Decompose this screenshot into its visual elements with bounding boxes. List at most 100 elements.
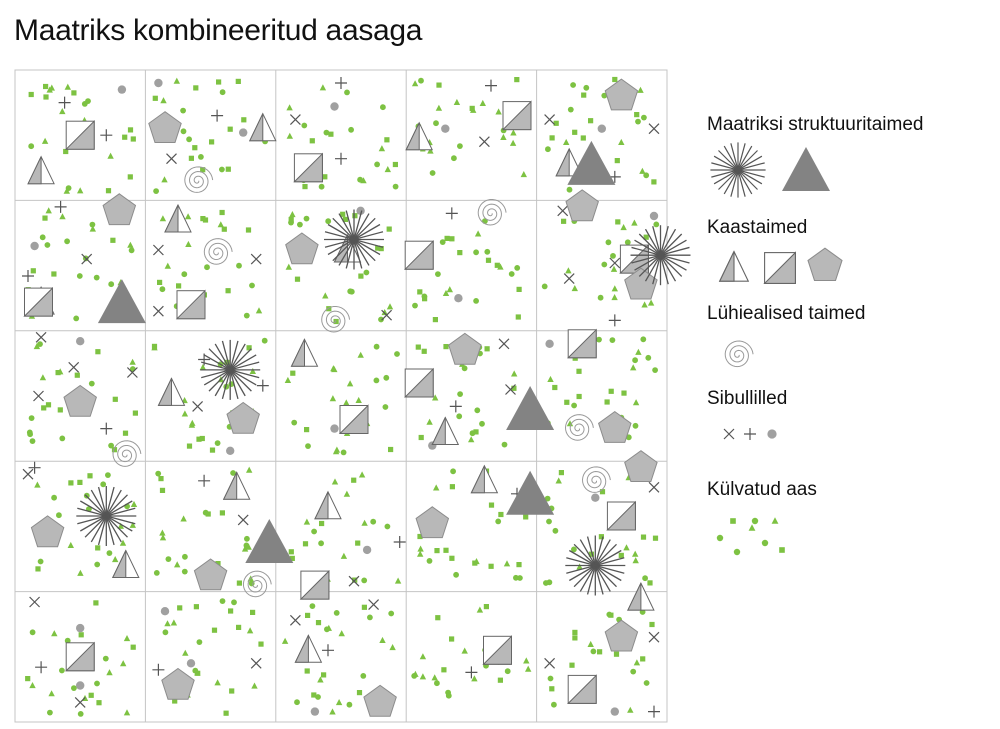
meadow-seed-dot xyxy=(642,575,648,582)
structure-starburst-icon xyxy=(629,224,692,286)
meadow-seed-dot xyxy=(301,122,308,129)
matrix-grid xyxy=(15,70,667,722)
bulb-dot-icon xyxy=(239,128,248,137)
meadow-seed-dot xyxy=(318,183,325,190)
meadow-seed-dot xyxy=(479,420,485,427)
meadow-seed-triangle xyxy=(286,104,293,111)
meadow-seed-triangle xyxy=(343,490,351,497)
meadow-seed-triangle xyxy=(41,137,49,144)
meadow-seed-square xyxy=(516,562,522,568)
meadow-seed-square xyxy=(130,644,136,650)
meadow-seed-dot xyxy=(382,404,389,410)
meadow-seed-square xyxy=(615,219,621,225)
meadow-seed-dot xyxy=(155,470,162,477)
bulb-cross-icon xyxy=(543,657,556,669)
meadow-seed-triangle xyxy=(343,399,350,406)
meadow-seed-dot xyxy=(426,558,433,564)
meadow-seed-dot xyxy=(456,413,463,420)
meadow-seed-dot xyxy=(323,129,330,136)
meadow-seed-dot xyxy=(360,673,367,679)
meadow-seed-triangle xyxy=(63,187,70,194)
meadow-seed-square xyxy=(74,372,80,378)
bulb-plus-icon xyxy=(445,206,459,220)
meadow-seed-triangle xyxy=(566,420,574,427)
meadow-seed-square xyxy=(41,405,47,411)
meadow-seed-triangle xyxy=(417,545,424,552)
legend-label-companion-plants: Kaastaimed xyxy=(707,217,808,238)
legend-half-triangle-icon xyxy=(719,250,749,282)
meadow-seed-square xyxy=(209,447,216,453)
meadow-seed-square xyxy=(449,636,455,642)
meadow-seed-triangle xyxy=(170,619,178,626)
meadow-seed-square xyxy=(111,447,118,453)
meadow-seed-square xyxy=(588,118,594,124)
meadow-seed-square xyxy=(449,484,455,490)
meadow-seed-dot xyxy=(39,234,46,241)
meadow-seed-dot xyxy=(128,247,135,254)
meadow-seed-square xyxy=(122,134,128,140)
meadow-seed-dot xyxy=(153,570,160,576)
companion-half-square-icon xyxy=(300,570,330,600)
meadow-seed-dot xyxy=(37,558,44,565)
meadow-seed-dot xyxy=(303,215,310,222)
meadow-seed-dot xyxy=(76,273,83,279)
meadow-seed-triangle xyxy=(361,519,368,526)
meadow-seed-square xyxy=(494,262,500,268)
meadow-seed-square xyxy=(415,344,421,350)
meadow-seed-square xyxy=(640,534,647,540)
meadow-seed-dot xyxy=(77,711,84,717)
meadow-seed-triangle xyxy=(427,147,434,154)
companion-half-square-icon xyxy=(65,642,95,672)
bulb-dot-icon xyxy=(330,424,339,433)
meadow-seed-dot xyxy=(450,468,456,475)
bulb-cross-icon xyxy=(289,113,301,126)
meadow-seed-square xyxy=(613,651,620,657)
meadow-seed-dot xyxy=(640,336,647,343)
meadow-seed-dot xyxy=(545,146,551,153)
legend-plus-icon xyxy=(743,427,757,441)
bulb-cross-icon xyxy=(289,614,301,626)
meadow-seed-dot xyxy=(102,655,109,662)
bulb-plus-icon xyxy=(449,399,463,413)
bulb-plus-icon xyxy=(99,128,113,142)
meadow-seed-square xyxy=(176,283,182,289)
companion-pentagon-icon xyxy=(363,684,397,717)
meadow-seed-triangle xyxy=(199,364,207,371)
meadow-seed-triangle xyxy=(632,557,639,564)
bulb-plus-icon xyxy=(99,422,113,436)
meadow-seed-square xyxy=(127,127,134,133)
meadow-seed-dot xyxy=(108,442,114,449)
meadow-seed-square xyxy=(209,139,215,145)
meadow-seed-square xyxy=(435,615,441,621)
meadow-seed-dot xyxy=(309,603,316,609)
meadow-seed-dot xyxy=(180,107,187,114)
meadow-seed-triangle xyxy=(46,86,53,93)
meadow-seed-square xyxy=(63,148,69,155)
companion-half-triangle-icon xyxy=(27,156,55,185)
meadow-seed-square xyxy=(304,668,310,674)
meadow-seed-dot xyxy=(601,261,608,268)
meadow-seed-square xyxy=(321,672,327,678)
meadow-seed-dot xyxy=(392,183,399,190)
bulb-plus-icon xyxy=(647,704,661,719)
meadow-seed-square xyxy=(549,686,555,692)
meadow-seed-square xyxy=(193,85,199,91)
meadow-seed-dot xyxy=(457,391,463,397)
meadow-seed-square xyxy=(78,632,84,638)
meadow-seed-triangle xyxy=(151,344,158,351)
meadow-seed-square xyxy=(388,446,394,453)
meadow-seed-square xyxy=(45,402,52,408)
meadow-seed-square xyxy=(552,384,558,391)
meadow-seed-triangle xyxy=(446,286,453,293)
meadow-seed-square xyxy=(569,662,575,668)
meadow-seed-square xyxy=(588,551,594,557)
meadow-seed-dot xyxy=(605,239,612,246)
meadow-seed-triangle xyxy=(120,660,127,667)
meadow-seed-dot xyxy=(347,288,354,295)
legend-dot-icon xyxy=(767,429,777,439)
structure-starburst-icon xyxy=(323,208,385,271)
meadow-seed-square xyxy=(392,161,398,168)
meadow-seed-triangle xyxy=(360,177,367,184)
meadow-seed-triangle xyxy=(525,665,532,672)
meadow-seed-square xyxy=(378,246,384,252)
